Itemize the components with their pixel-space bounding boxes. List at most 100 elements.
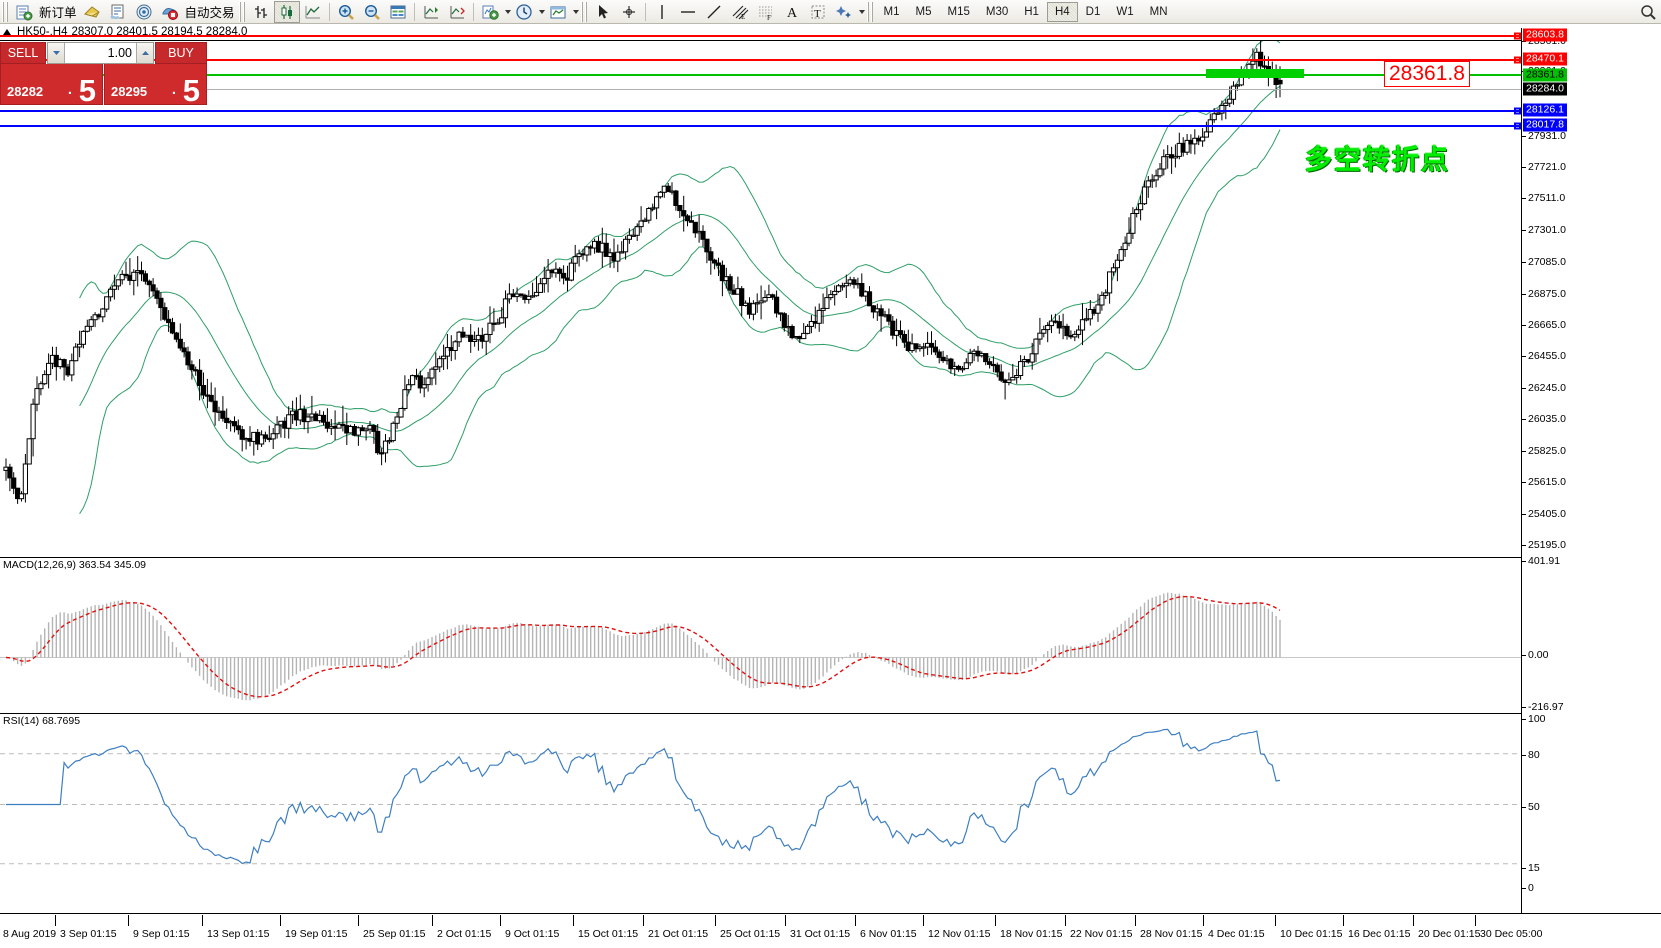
search-icon[interactable] [1635, 1, 1661, 23]
sell-button[interactable]: SELL [0, 42, 46, 64]
timeframe-mn[interactable]: MN [1149, 5, 1168, 18]
support-line-28017[interactable] [0, 125, 1521, 127]
volume-decrease-icon[interactable] [48, 43, 65, 63]
timeframe-h1[interactable]: H1 [1024, 5, 1039, 18]
terminal-icon[interactable] [79, 1, 105, 23]
volume-stepper[interactable]: 1.00 [47, 42, 154, 64]
horizontal-line-icon[interactable] [675, 1, 701, 23]
price-tag-28126-1[interactable]: 28126.1 [1523, 103, 1567, 117]
crosshair-icon[interactable] [616, 1, 642, 23]
resistance-line-28603[interactable] [0, 35, 1521, 37]
shapes-icon[interactable] [831, 1, 857, 23]
fibonacci-icon[interactable]: F [753, 1, 779, 23]
candle [688, 211, 694, 223]
collapse-icon[interactable] [3, 29, 11, 35]
candle [851, 277, 857, 289]
price-tick: 26245.0 [1522, 381, 1566, 394]
price-tag-28284-0[interactable]: 28284.0 [1523, 82, 1567, 96]
time-tick: 20 Dec 01:15 [1412, 915, 1481, 940]
volume-increase-icon[interactable] [136, 43, 153, 63]
rsi-pane[interactable]: RSI(14) 68.7695 [0, 713, 1521, 913]
new-order-label[interactable]: 新订单 [39, 6, 77, 20]
equidistant-channel-icon[interactable]: E [727, 1, 753, 23]
autotrade-label[interactable]: 自动交易 [184, 6, 235, 20]
candle [828, 290, 834, 301]
candle [890, 316, 896, 340]
highlight-zone [1206, 69, 1304, 78]
one-click-trading-panel[interactable]: SELL 1.00 BUY 28282 . 5 28295 . 5 [0, 42, 207, 105]
price-axis-macd[interactable]: 401.91 0.00 -216.97 [1521, 555, 1661, 713]
support-line-28126[interactable] [0, 110, 1521, 112]
price-tag-28470-1[interactable]: 28470.1 [1523, 52, 1567, 66]
time-tick: 25 Oct 01:15 [714, 915, 781, 940]
indicators-icon[interactable] [477, 1, 503, 23]
timeframe-d1[interactable]: D1 [1085, 5, 1101, 18]
price-callout[interactable]: 28361.8 [1384, 61, 1470, 87]
toolbar-grip-3[interactable] [580, 1, 588, 22]
candle [1056, 315, 1062, 334]
timeframe-h4[interactable]: H4 [1046, 1, 1078, 22]
candle [843, 274, 849, 298]
indicators-dropdown-caret[interactable] [504, 9, 511, 14]
pivot-line-28361[interactable] [0, 74, 1521, 76]
candle [324, 408, 330, 433]
cursor-icon[interactable] [590, 1, 616, 23]
trendline-icon[interactable] [701, 1, 727, 23]
chart-annotation-text[interactable]: 多空转折点 [1305, 145, 1450, 176]
templates-dropdown-caret[interactable] [572, 9, 579, 14]
timeframe-m5[interactable]: M5 [915, 5, 932, 18]
navigator-icon[interactable] [105, 1, 131, 23]
toolbar-grip[interactable] [2, 1, 9, 22]
main-chart-pane[interactable] [0, 40, 1521, 556]
candle [545, 259, 551, 293]
sell-price-display[interactable]: 28282 . 5 [0, 64, 103, 105]
time-tick: 28 Nov 01:15 [1134, 915, 1203, 940]
volume-input[interactable]: 1.00 [107, 46, 132, 60]
new-order-icon[interactable] [11, 1, 37, 23]
price-tag-28361-8[interactable]: 28361.8 [1523, 68, 1567, 82]
text-label-icon[interactable]: T [805, 1, 831, 23]
bar-chart-icon[interactable] [248, 1, 274, 23]
zoom-in-icon[interactable] [333, 1, 359, 23]
auto-scroll-icon[interactable] [444, 1, 470, 23]
price-axis-rsi[interactable]: 100 80 50 15 0 [1521, 713, 1661, 913]
candle [808, 315, 814, 334]
resistance-line-28470[interactable] [0, 59, 1521, 61]
zoom-out-icon[interactable] [359, 1, 385, 23]
candlestick-chart-icon[interactable] [273, 0, 300, 23]
main-toolbar: 新订单 自动交易 [0, 0, 1661, 24]
toolbar-grip-4[interactable] [866, 1, 874, 22]
candle [84, 319, 90, 333]
timeframe-m1[interactable]: M1 [883, 5, 900, 18]
buy-button[interactable]: BUY [155, 42, 207, 64]
shapes-dropdown-caret[interactable] [858, 9, 865, 14]
period-icon[interactable] [511, 1, 537, 23]
chart-shift-icon[interactable] [418, 1, 444, 23]
period-dropdown-caret[interactable] [538, 9, 545, 14]
candle [437, 355, 443, 373]
line-chart-icon[interactable] [300, 1, 326, 23]
vertical-line-icon[interactable] [649, 1, 675, 23]
macd-pane[interactable]: MACD(12,26,9) 363.54 345.09 [0, 557, 1521, 712]
time-tick: 21 Oct 01:15 [642, 915, 709, 940]
data-window-icon[interactable] [385, 1, 411, 23]
text-icon[interactable]: A [779, 1, 805, 23]
candle [1184, 134, 1190, 155]
candle [495, 318, 501, 325]
timeframe-m15[interactable]: M15 [947, 5, 970, 18]
timeframe-m30[interactable]: M30 [985, 5, 1009, 18]
price-tag-28017-8[interactable]: 28017.8 [1523, 118, 1567, 132]
time-tick: 18 Nov 01:15 [994, 915, 1063, 940]
time-axis[interactable]: 8 Aug 2019 3 Sep 01:15 9 Sep 01:15 13 Sep 0… [0, 913, 1661, 948]
buy-price-display[interactable]: 28295 . 5 [104, 64, 207, 105]
market-watch-icon[interactable] [131, 1, 157, 23]
autotrade-icon[interactable] [157, 1, 183, 23]
timeframe-w1[interactable]: W1 [1116, 5, 1134, 18]
last-price-line-28284[interactable] [0, 89, 1521, 90]
candle [1118, 246, 1124, 262]
price-tag-28603-8[interactable]: 28603.8 [1523, 28, 1567, 42]
templates-icon[interactable] [545, 1, 571, 23]
price-axis-main[interactable]: 28561.028361.027931.027721.027511.027301… [1521, 28, 1661, 557]
candle [754, 293, 760, 313]
toolbar-grip-2[interactable] [238, 1, 246, 22]
